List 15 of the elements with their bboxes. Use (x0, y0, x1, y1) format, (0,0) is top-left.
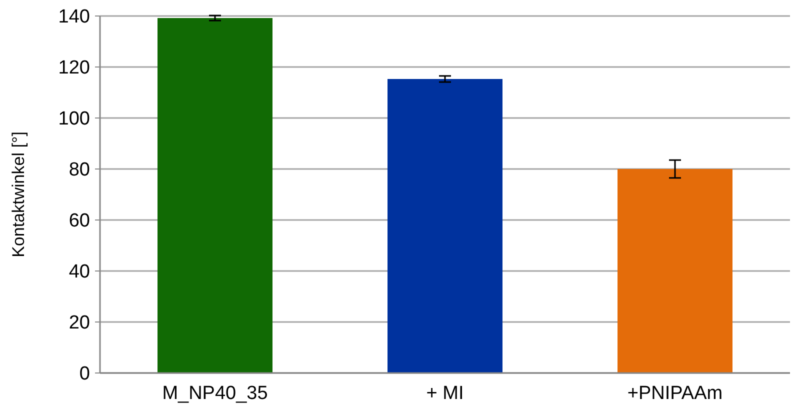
bar (388, 78, 502, 373)
y-tick-label: 120 (58, 58, 90, 79)
y-tick-label: 40 (68, 262, 90, 283)
y-tick-label: 0 (79, 364, 90, 385)
x-tick-label: +PNIPAAm (627, 383, 723, 404)
y-tick-label: 20 (68, 312, 90, 334)
y-tick-label: 140 (58, 6, 90, 28)
y-tick-label: 100 (58, 108, 90, 130)
x-tick-label: M_NP40_35 (162, 383, 268, 404)
x-tick-label: + MI (426, 383, 464, 404)
y-tick-label: 60 (68, 210, 90, 232)
bar (618, 169, 732, 373)
y-tick-label: 80 (68, 160, 90, 181)
y-axis-title: Kontaktwinkel [°] (9, 132, 28, 258)
bar (158, 18, 272, 373)
